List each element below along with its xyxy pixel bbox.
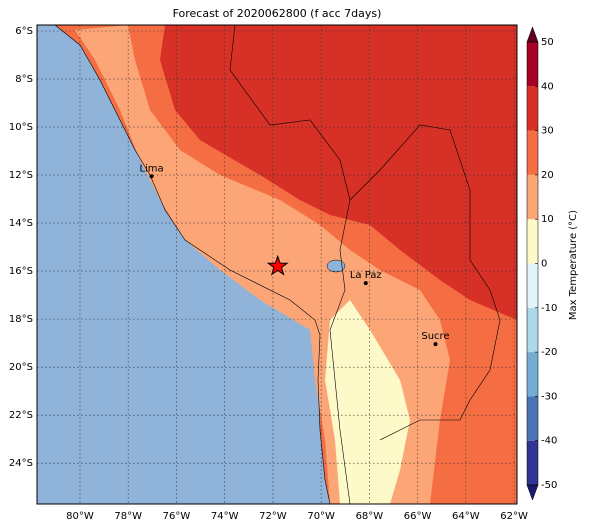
colorbar-tick-label: -20 <box>541 347 557 358</box>
lon-tick-label: 64°W <box>452 511 480 522</box>
colorbar-extend <box>526 484 539 501</box>
lat-tick-label: 20°S <box>9 362 33 373</box>
lon-tick-label: 74°W <box>211 511 239 522</box>
city-label: La Paz <box>350 270 382 281</box>
lat-tick-label: 24°S <box>9 458 33 469</box>
city-label: Sucre <box>421 331 449 342</box>
grid: 80°W 78°W 76°W 74°W 72°W 70°W 68°W 66°W 64°W 62°W… <box>9 25 528 522</box>
lat-tick-label: 12°S <box>9 170 33 181</box>
lat-tick-label: 18°S <box>9 314 33 325</box>
colorbar-segment <box>527 219 538 264</box>
colorbar-segment <box>527 42 538 87</box>
lon-tick-label: 76°W <box>163 511 191 522</box>
city-label: Lima <box>139 163 163 174</box>
star-marker <box>266 254 289 276</box>
lon-tick-label: 70°W <box>307 511 335 522</box>
border <box>229 25 351 504</box>
colorbar-tick-label: 40 <box>541 81 554 92</box>
coastline <box>54 25 331 504</box>
colorbar-tick-label: -30 <box>541 391 557 402</box>
colorbar-segment <box>527 86 538 131</box>
lon-tick-label: 78°W <box>114 511 142 522</box>
lon-tick-label: 80°W <box>66 511 94 522</box>
colorbar-segment <box>527 263 538 308</box>
colorbar-tick-label: 20 <box>541 170 554 181</box>
colorbar-segment <box>527 396 538 441</box>
colorbar-label: Max Temperature (°C) <box>568 210 579 320</box>
lat-tick-label: 6°S <box>15 26 33 37</box>
colorbar-segment <box>527 307 538 353</box>
colorbar-segment <box>527 352 538 397</box>
lat-tick-label: 16°S <box>9 266 33 277</box>
colorbar-segment <box>527 440 538 485</box>
map-title: Forecast of 2020062800 (f acc 7days) <box>173 7 382 20</box>
lat-tick-label: 22°S <box>9 410 33 421</box>
map-frame <box>36 24 518 505</box>
city-dot <box>363 281 368 286</box>
lon-tick-label: 66°W <box>404 511 432 522</box>
lake-titicaca <box>326 259 346 273</box>
marks: Lima La Paz Sucre <box>139 163 450 347</box>
colorbar-segment <box>527 174 538 220</box>
lat-tick-label: 14°S <box>9 218 33 229</box>
colorbar-tick-label: 50 <box>541 37 554 48</box>
colorbar-tick-label: 0 <box>541 259 547 270</box>
lat-tick-label: 10°S <box>9 122 33 133</box>
colorbar-segment <box>527 130 538 175</box>
colorbar-tick-label: -50 <box>541 480 557 491</box>
city-dot <box>149 174 154 179</box>
lon-tick-label: 72°W <box>259 511 287 522</box>
lon-tick-label: 62°W <box>500 511 528 522</box>
border <box>349 124 501 441</box>
colorbar-tick-label: 30 <box>541 126 554 137</box>
colorbar-tick-label: 10 <box>541 214 554 225</box>
city-dot <box>433 342 438 347</box>
lat-tick-label: 8°S <box>15 74 33 85</box>
land-0-10 <box>325 300 410 504</box>
lon-tick-label: 68°W <box>356 511 384 522</box>
colorbar: -50 -40 -30 -20 -10 0 10 20 30 40 50 <box>526 26 557 501</box>
colorbar-extend <box>526 26 539 43</box>
colorbar-tick-label: -40 <box>541 436 557 447</box>
colorbar-tick-label: -10 <box>541 303 557 314</box>
